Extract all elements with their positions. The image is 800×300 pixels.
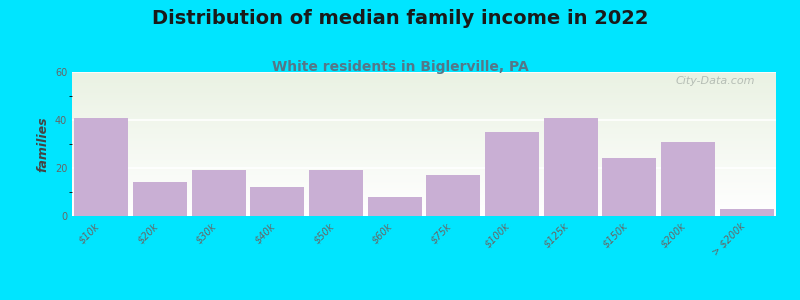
Bar bbox=[368, 197, 422, 216]
Bar bbox=[602, 158, 656, 216]
Y-axis label: families: families bbox=[36, 116, 50, 172]
Bar bbox=[309, 170, 363, 216]
Bar bbox=[720, 209, 774, 216]
Bar bbox=[485, 132, 539, 216]
Bar bbox=[544, 118, 598, 216]
Bar bbox=[192, 170, 246, 216]
Bar bbox=[74, 118, 128, 216]
Text: City-Data.com: City-Data.com bbox=[675, 76, 755, 86]
Text: White residents in Biglerville, PA: White residents in Biglerville, PA bbox=[272, 60, 528, 74]
Text: Distribution of median family income in 2022: Distribution of median family income in … bbox=[152, 9, 648, 28]
Bar bbox=[250, 187, 304, 216]
Bar bbox=[133, 182, 187, 216]
Bar bbox=[661, 142, 715, 216]
Bar bbox=[426, 175, 480, 216]
